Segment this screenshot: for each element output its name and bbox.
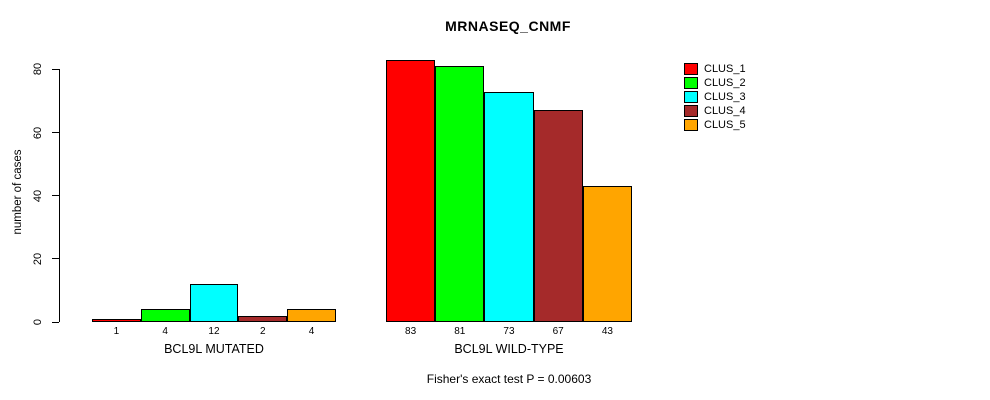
legend-label: CLUS_2 [704,77,746,89]
legend-swatch-clus_1 [684,63,698,75]
bar-value-label: 81 [454,326,466,337]
y-tick-mark [52,132,59,134]
bar-value-label: 4 [162,326,168,337]
bar-clus_3-group2 [484,92,534,322]
bar-value-label: 83 [405,326,417,337]
y-tick-mark [52,195,59,197]
annotation-text: Fisher's exact test P = 0.00603 [426,372,592,386]
y-tick-mark [52,68,59,70]
bar-value-label: 4 [308,326,315,337]
y-tick-label: 0 [32,318,44,326]
bar-clus_4-group2 [533,110,583,322]
legend: CLUS_1 CLUS_2 CLUS_3 CLUS_4 CLUS_5 [684,62,746,132]
legend-row: CLUS_2 [684,76,746,90]
legend-label: CLUS_3 [704,91,746,103]
bar-clus_1-group1 [92,319,141,322]
legend-swatch-clus_4 [684,105,698,117]
bar-clus_4-group1 [238,316,288,322]
bar-value-label: 43 [601,326,613,337]
chart-title: MRNASEQ_CNMF [445,18,571,34]
bar-clus_5-group1 [287,309,336,322]
legend-swatch-clus_5 [684,119,698,131]
bar-value-label: 67 [552,326,564,337]
bar-clus_3-group1 [189,284,239,322]
y-tick-mark [52,258,59,260]
y-tick-label: 60 [32,126,44,139]
y-axis-line [59,69,60,322]
bar-value-label: 2 [260,326,266,337]
bar-value-label: 12 [208,326,220,337]
group-label-1: BCL9L MUTATED [164,342,264,356]
y-tick-mark [52,321,59,323]
legend-row: CLUS_3 [684,90,746,104]
bar-clus_2-group2 [435,66,485,322]
bar-value-label: 73 [503,326,515,337]
bar-clus_2-group1 [140,309,190,322]
bar-value-label: 1 [113,326,120,337]
legend-swatch-clus_3 [684,91,698,103]
legend-row: CLUS_5 [684,118,746,132]
legend-label: CLUS_5 [704,119,746,131]
bar-clus_1-group2 [386,60,436,322]
legend-swatch-clus_2 [684,77,698,89]
y-tick-label: 40 [32,189,44,202]
y-tick-label: 80 [32,63,44,76]
legend-row: CLUS_4 [684,104,746,118]
bar-clus_5-group2 [582,186,632,322]
y-tick-label: 20 [32,252,44,265]
legend-label: CLUS_1 [704,63,746,75]
legend-row: CLUS_1 [684,62,746,76]
group-label-2: BCL9L WILD-TYPE [454,342,564,356]
legend-label: CLUS_4 [704,105,746,117]
y-axis-label: number of cases [12,149,24,235]
